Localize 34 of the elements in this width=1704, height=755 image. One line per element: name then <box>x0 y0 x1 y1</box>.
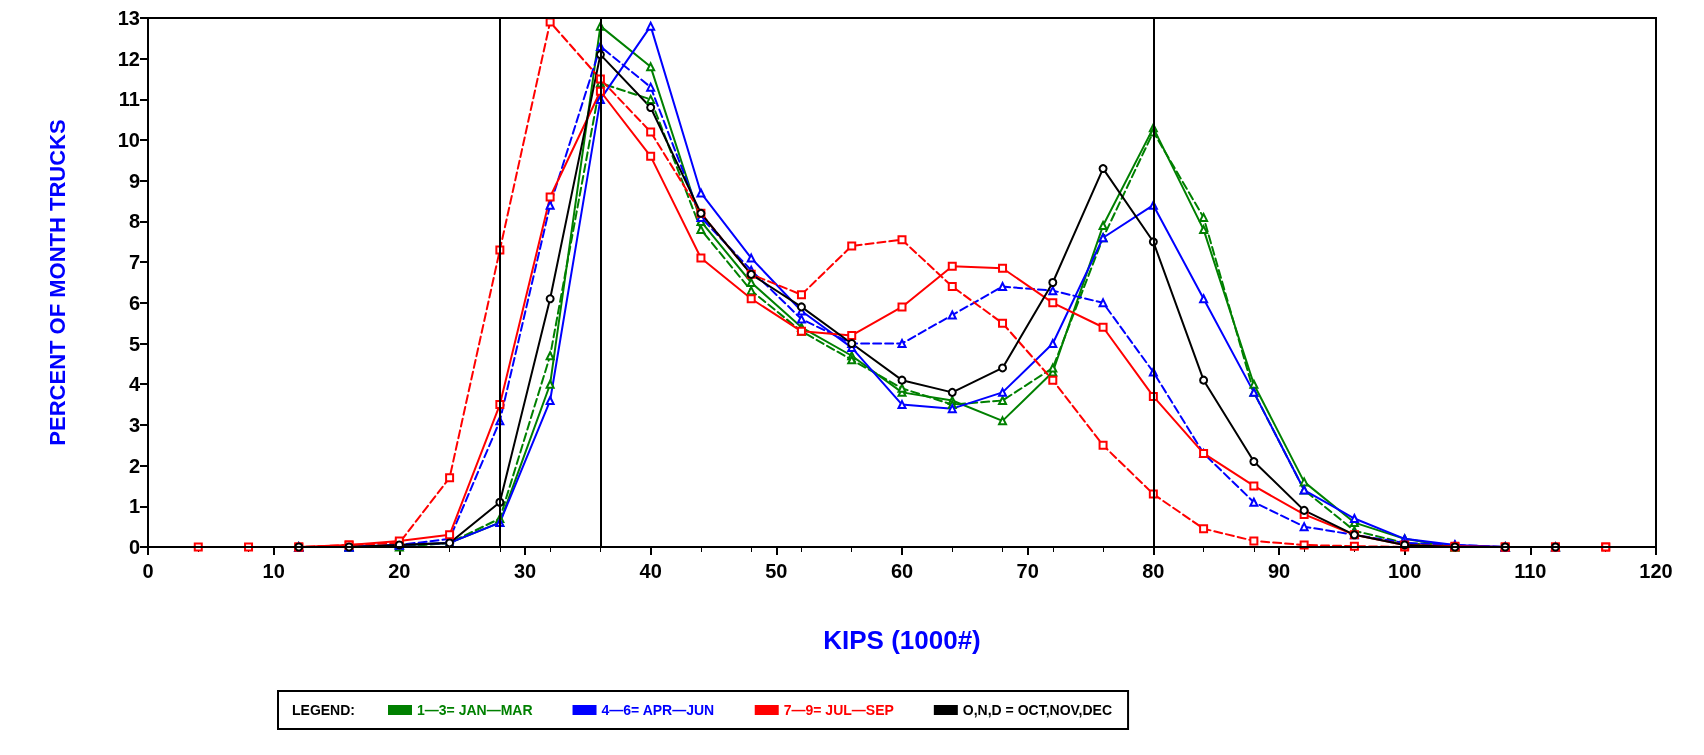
x-tick-label: 60 <box>890 560 914 582</box>
x-tick-label: 10 <box>262 560 285 582</box>
y-tick-label: 12 <box>117 47 140 70</box>
y-tick-label: 6 <box>128 291 140 314</box>
x-tick-label: 120 <box>1639 560 1673 582</box>
y-tick-label: 10 <box>117 129 140 152</box>
x-tick-label: 20 <box>388 560 411 582</box>
x-tick-label: 110 <box>1514 560 1547 582</box>
y-tick-label: 0 <box>128 536 140 558</box>
legend-label: 4—6= APR—JUN <box>601 702 715 718</box>
y-tick-label: 2 <box>128 454 140 477</box>
x-tick-label: 40 <box>639 560 662 582</box>
x-tick-label: 30 <box>513 560 537 582</box>
x-tick-label: 0 <box>142 560 154 582</box>
x-axis-title: KIPS (1000#) <box>823 625 981 655</box>
legend-label: 7—9= JUL—SEP <box>783 702 894 718</box>
y-tick-label: 1 <box>128 495 140 518</box>
legend-label: O,N,D = OCT,NOV,DEC <box>962 702 1113 718</box>
x-tick-label: 70 <box>1016 560 1039 582</box>
y-tick-label: 9 <box>128 169 140 192</box>
x-tick-label: 90 <box>1267 560 1291 582</box>
y-tick-label: 3 <box>128 413 140 436</box>
y-tick-label: 4 <box>128 373 141 396</box>
legend-label: 1—3= JAN—MAR <box>417 702 533 718</box>
y-axis-title: PERCENT OF MONTH TRUCKS <box>44 119 70 446</box>
y-tick-label: 13 <box>117 7 140 29</box>
legend-title: LEGEND: <box>292 702 355 718</box>
x-tick-label: 50 <box>765 560 788 582</box>
y-tick-label: 11 <box>118 88 140 111</box>
x-tick-label: 80 <box>1142 560 1165 582</box>
y-tick-label: 7 <box>128 251 140 274</box>
x-tick-label: 100 <box>1387 560 1422 582</box>
y-tick-label: 8 <box>128 210 140 233</box>
y-tick-label: 5 <box>128 332 140 355</box>
